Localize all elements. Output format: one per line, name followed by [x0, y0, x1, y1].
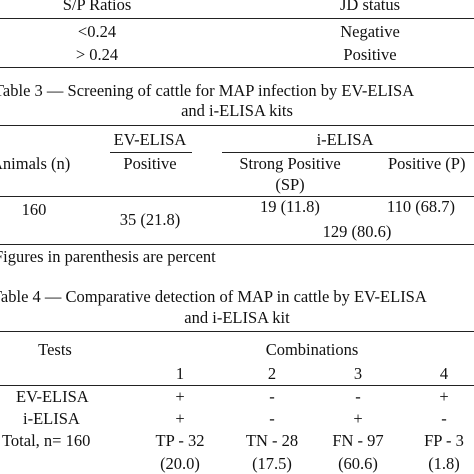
table3-caption-cont: and i-ELISA kits: [181, 101, 293, 120]
table3-footnote: Figures in parenthesis are percent: [0, 247, 216, 266]
result-cell: +: [175, 387, 185, 406]
sp-ratio-cell: <0.24: [77, 22, 117, 41]
table2-header-rule: [0, 18, 474, 19]
jd-status-cell: Negative: [340, 22, 400, 41]
table3-header-rule: [0, 196, 474, 197]
percent-cell: (20.0): [160, 454, 200, 473]
table4-caption: Table 4 — Comparative detection of MAP i…: [0, 287, 427, 306]
result-cell: -: [441, 409, 447, 428]
table3-top-rule: [0, 125, 474, 126]
test-label: EV-ELISA: [16, 387, 89, 406]
i-elisa-header: i-ELISA: [316, 130, 374, 149]
result-cell: -: [355, 387, 361, 406]
test-label: Total, n= 160: [2, 431, 91, 450]
result-cell: +: [175, 409, 185, 428]
ev-positive-value: 35 (21.8): [119, 210, 181, 229]
table3-bottom-rule: [0, 244, 474, 245]
i-elisa-total-value: 129 (80.6): [322, 222, 392, 241]
jd-status-header: JD status: [339, 0, 401, 14]
result-cell: -: [269, 409, 275, 428]
result-cell: TN - 28: [245, 431, 299, 450]
sp-ratios-header: S/P Ratios: [62, 0, 132, 14]
percent-cell: (1.8): [428, 454, 460, 473]
combination-number: 1: [175, 364, 185, 383]
combination-number: 4: [439, 364, 449, 383]
ev-elisa-header: EV-ELISA: [113, 130, 187, 149]
tests-header: Tests: [38, 340, 72, 359]
table4-caption-cont: and i-ELISA kit: [184, 308, 290, 327]
table4-header-rule: [0, 385, 474, 386]
strong-positive-value: 19 (11.8): [260, 197, 320, 216]
result-cell: FN - 97: [332, 431, 384, 450]
result-cell: +: [353, 409, 363, 428]
table2-bottom-rule: [0, 67, 474, 68]
table4-top-rule: [0, 331, 474, 332]
result-cell: FP - 3: [424, 431, 464, 450]
result-cell: TP - 32: [155, 431, 205, 450]
percent-cell: (17.5): [252, 454, 292, 473]
result-cell: -: [269, 387, 275, 406]
animals-count: 160: [21, 200, 47, 219]
percent-cell: (60.6): [338, 454, 378, 473]
positive-p-header: Positive (P): [388, 154, 466, 173]
jd-status-cell: Positive: [343, 45, 397, 64]
result-cell: +: [439, 387, 449, 406]
ev-elisa-span-rule: [110, 152, 192, 153]
combination-number: 3: [353, 364, 363, 383]
strong-positive-header: Strong Positive: [239, 154, 341, 173]
table3-caption: Table 3 — Screening of cattle for MAP in…: [0, 81, 415, 100]
ev-positive-header: Positive: [123, 154, 177, 173]
i-elisa-span-rule: [222, 152, 474, 153]
combination-number: 2: [267, 364, 277, 383]
strong-positive-abbr: (SP): [275, 175, 305, 194]
positive-p-value: 110 (68.7): [386, 197, 456, 216]
sp-ratio-cell: > 0.24: [75, 45, 119, 64]
test-label: i-ELISA: [23, 409, 80, 428]
combinations-header: Combinations: [265, 340, 359, 359]
